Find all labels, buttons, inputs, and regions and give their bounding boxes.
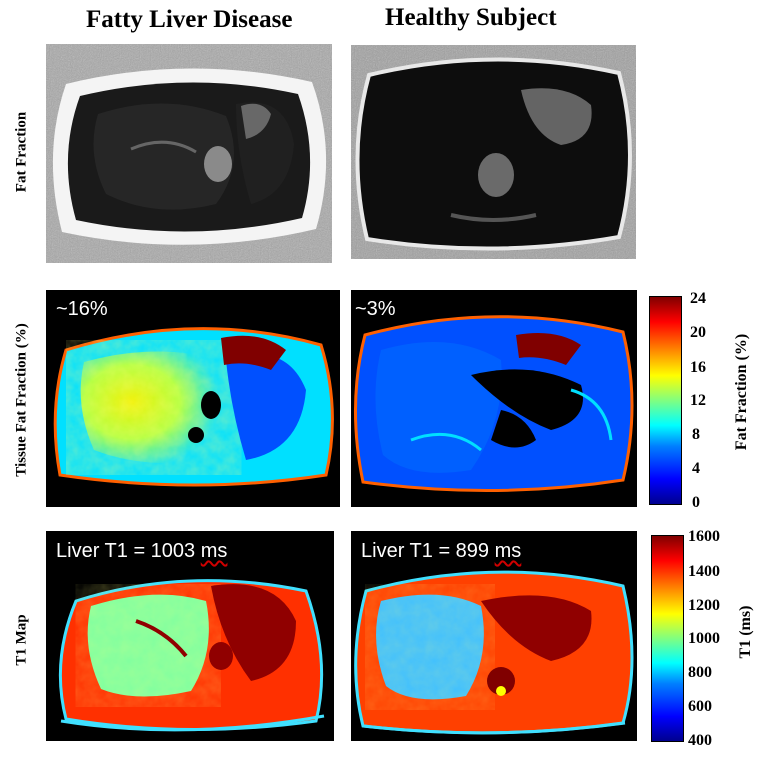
mri-healthy-fat-fraction xyxy=(351,45,636,259)
t1-colorbar xyxy=(651,535,684,742)
column-title-healthy: Healthy Subject xyxy=(385,4,557,31)
t1-tick-1000: 1000 xyxy=(688,630,720,647)
fat-map-healthy xyxy=(351,290,637,507)
t1-tick-800: 800 xyxy=(688,664,712,681)
t1-colorbar-title: T1 (ms) xyxy=(737,605,754,659)
t1-value-healthy-text: Liver T1 = 899 xyxy=(361,540,495,562)
t1-tick-400: 400 xyxy=(688,732,712,749)
row-label-tissue-fat-fraction: Tissue Fat Fraction (%) xyxy=(13,323,30,477)
t1-tick-1600: 1600 xyxy=(688,528,720,545)
fat-tick-20: 20 xyxy=(690,324,706,341)
mri-fatty-fat-fraction xyxy=(46,44,332,263)
fat-tick-24: 24 xyxy=(690,290,706,307)
t1-value-fatty: Liver T1 = 1003 ms xyxy=(46,535,238,568)
fat-fraction-colorbar xyxy=(649,296,682,505)
fat-tick-4: 4 xyxy=(692,460,700,477)
row-label-fat-fraction: Fat Fraction xyxy=(13,111,30,193)
fat-map-fatty xyxy=(46,290,340,507)
t1-unit-healthy: ms xyxy=(494,540,522,562)
fat-tick-8: 8 xyxy=(692,426,700,443)
t1-tick-1400: 1400 xyxy=(688,563,720,580)
t1-value-healthy: Liver T1 = 899 ms xyxy=(351,535,532,568)
column-title-fatty: Fatty Liver Disease xyxy=(86,6,293,33)
fat-tick-0: 0 xyxy=(692,494,700,511)
fat-colorbar-title: Fat Fraction (%) xyxy=(733,333,750,451)
fat-fraction-value-fatty: ~16% xyxy=(56,298,108,320)
t1-value-fatty-text: Liver T1 = 1003 xyxy=(56,540,201,562)
fat-tick-12: 12 xyxy=(690,392,706,409)
t1-tick-600: 600 xyxy=(688,698,712,715)
fat-fraction-value-healthy: ~3% xyxy=(355,298,396,320)
fat-tick-16: 16 xyxy=(690,359,706,376)
t1-unit-fatty: ms xyxy=(200,540,228,562)
row-label-t1-map: T1 Map xyxy=(13,614,30,666)
t1-tick-1200: 1200 xyxy=(688,597,720,614)
